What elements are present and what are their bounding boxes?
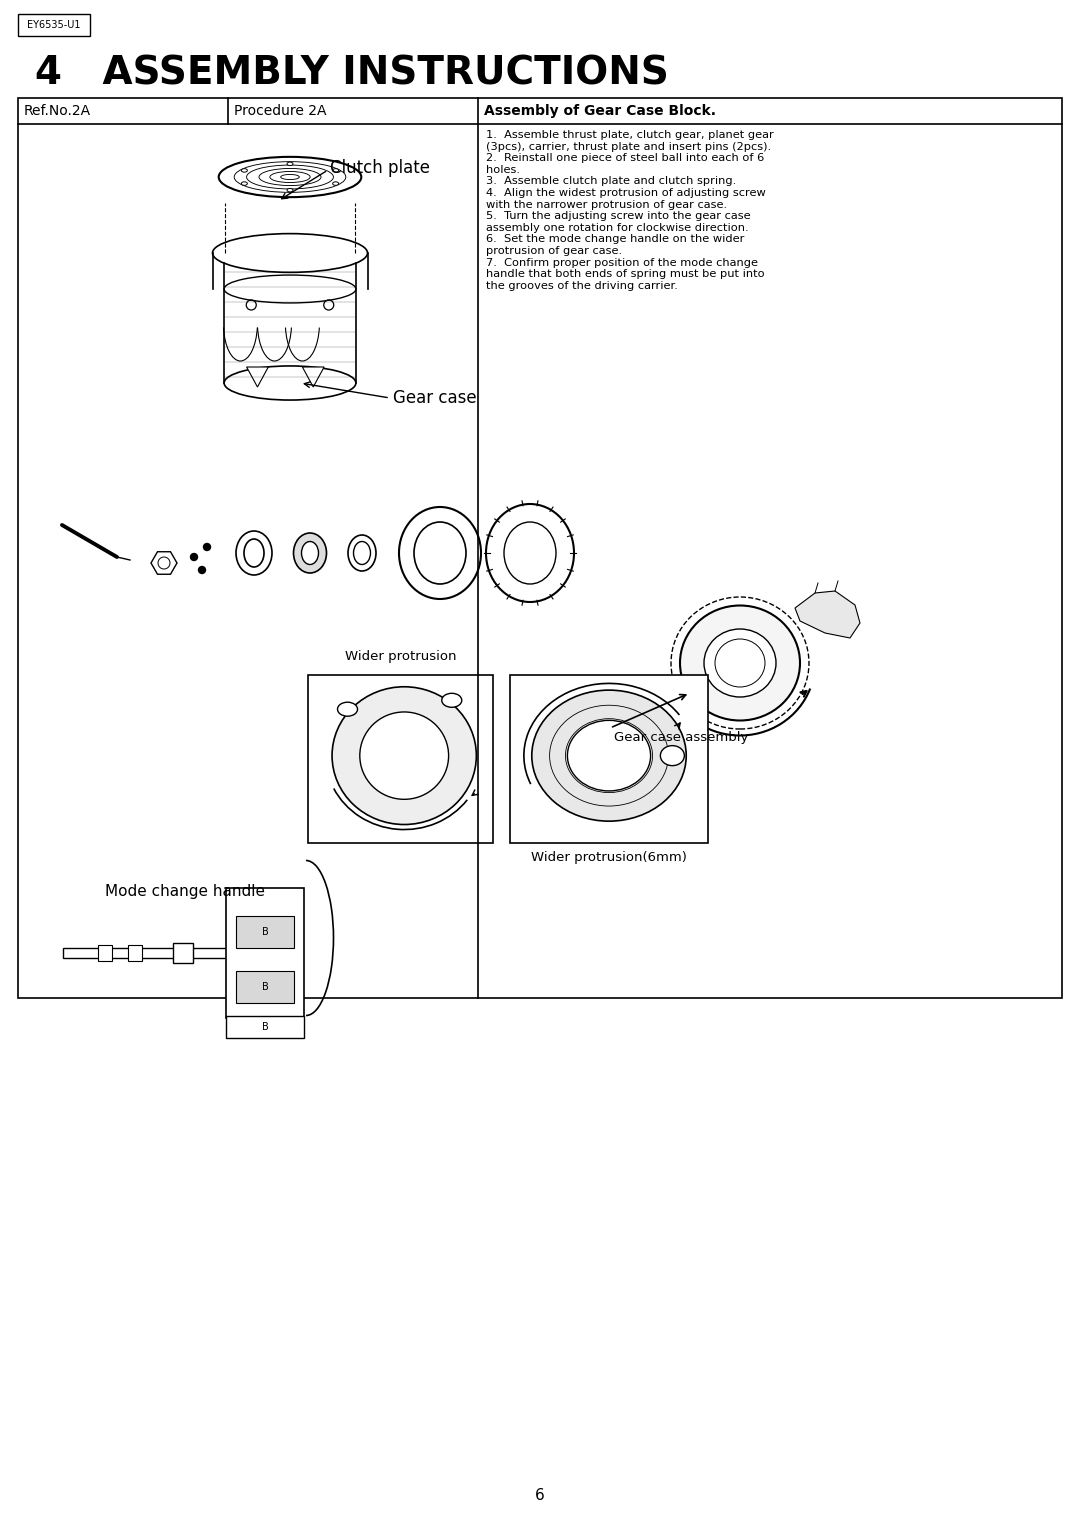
Ellipse shape [332, 686, 476, 825]
Ellipse shape [660, 746, 685, 766]
Ellipse shape [294, 533, 326, 573]
Bar [173, 943, 193, 963]
Bar [226, 888, 303, 1018]
Bar [308, 675, 492, 843]
Ellipse shape [190, 553, 198, 561]
Ellipse shape [704, 630, 777, 697]
Ellipse shape [442, 694, 462, 707]
Polygon shape [302, 367, 324, 387]
Text: Clutch plate: Clutch plate [330, 159, 430, 177]
Text: B: B [261, 983, 268, 992]
Ellipse shape [531, 691, 686, 821]
Text: 4   ASSEMBLY INSTRUCTIONS: 4 ASSEMBLY INSTRUCTIONS [35, 53, 669, 92]
Ellipse shape [333, 182, 339, 185]
Ellipse shape [241, 168, 247, 173]
Bar [226, 1016, 303, 1038]
Polygon shape [246, 367, 268, 387]
Ellipse shape [203, 544, 211, 550]
Ellipse shape [333, 168, 339, 173]
Polygon shape [795, 591, 860, 639]
Ellipse shape [287, 162, 293, 165]
Text: 6: 6 [535, 1488, 545, 1504]
Bar [98, 944, 112, 961]
Ellipse shape [360, 712, 448, 799]
Text: Gear case assembly: Gear case assembly [615, 730, 748, 744]
Text: Ref.No.2A: Ref.No.2A [24, 104, 91, 118]
Ellipse shape [219, 157, 362, 197]
Ellipse shape [338, 703, 357, 717]
Text: Assembly of Gear Case Block.: Assembly of Gear Case Block. [484, 104, 716, 118]
Text: EY6535-U1: EY6535-U1 [27, 20, 81, 31]
Text: Procedure 2A: Procedure 2A [234, 104, 326, 118]
Text: Gear case: Gear case [393, 390, 476, 406]
Bar [129, 944, 141, 961]
Ellipse shape [301, 541, 319, 564]
Ellipse shape [199, 567, 205, 573]
Bar [237, 915, 294, 947]
Bar [18, 14, 90, 37]
Text: B: B [261, 1022, 268, 1031]
Ellipse shape [287, 188, 293, 193]
Ellipse shape [680, 605, 800, 721]
Ellipse shape [567, 720, 650, 792]
Text: 1.  Assemble thrust plate, clutch gear, planet gear
(3pcs), carrier, thrust plat: 1. Assemble thrust plate, clutch gear, p… [486, 130, 773, 290]
Bar [18, 98, 1062, 998]
Polygon shape [151, 552, 177, 575]
Bar [510, 675, 708, 843]
Ellipse shape [241, 182, 247, 185]
Bar [237, 970, 294, 1002]
Text: Wider protrusion(6mm): Wider protrusion(6mm) [531, 851, 687, 863]
Text: Mode change handle: Mode change handle [105, 883, 265, 898]
Text: B: B [261, 927, 268, 937]
Text: Wider protrusion: Wider protrusion [345, 649, 456, 663]
Bar [63, 947, 228, 958]
